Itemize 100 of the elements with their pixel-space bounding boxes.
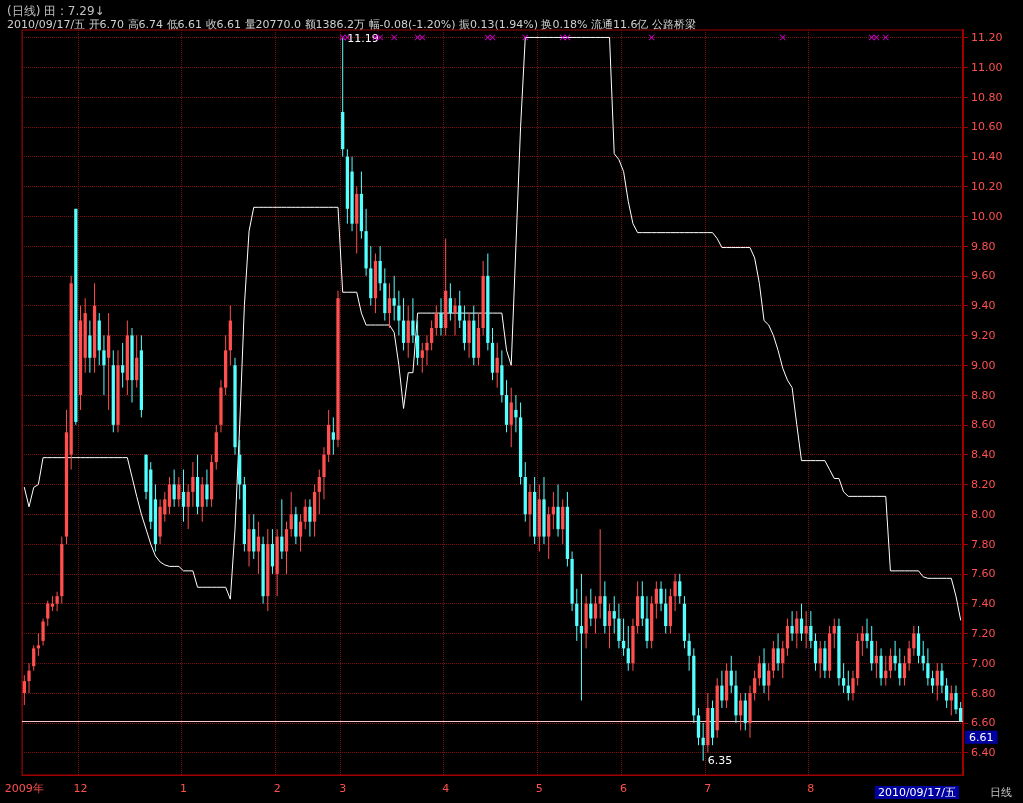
candlestick	[462, 305, 467, 351]
candlestick	[467, 312, 471, 359]
candlestick	[547, 506, 551, 560]
candlestick	[757, 655, 761, 687]
candlestick	[121, 342, 125, 389]
annotation: 11.19	[347, 32, 379, 46]
candlestick	[36, 632, 41, 657]
candlestick	[102, 334, 106, 396]
candlestick	[659, 580, 663, 612]
candlestick	[926, 647, 930, 687]
candlestick	[420, 342, 424, 374]
candlestick	[865, 618, 869, 649]
candlestick	[907, 640, 911, 672]
candlestick	[870, 625, 874, 672]
candlestick	[664, 588, 668, 634]
candlestick	[902, 655, 907, 687]
x-tick-label: 3	[339, 782, 347, 795]
candlestick	[191, 461, 195, 508]
y-tick-label: 11.20	[971, 30, 1003, 44]
x-tick-label: 4	[442, 782, 450, 795]
candlestick	[411, 297, 415, 344]
y-tick-label: 8.60	[971, 418, 996, 432]
candlestick	[617, 603, 621, 649]
candlestick	[654, 580, 658, 620]
candlestick	[308, 498, 312, 538]
y-tick-label: 8.40	[971, 448, 996, 462]
candlestick	[785, 618, 790, 657]
y-tick-label: 9.20	[971, 328, 996, 342]
candlestick	[598, 528, 602, 620]
x-tick-label: 5	[535, 782, 543, 795]
candlestick	[387, 282, 392, 329]
candlestick	[879, 647, 883, 687]
candlestick	[898, 647, 902, 687]
candlestick	[247, 513, 251, 567]
candlestick	[280, 498, 284, 560]
x-tick-label: 2009年	[4, 782, 44, 795]
candlestick	[378, 245, 382, 292]
candlestick	[589, 588, 593, 627]
candlestick	[317, 469, 321, 515]
candlestick	[687, 632, 691, 672]
candlestick	[729, 655, 733, 694]
candlestick	[303, 498, 307, 530]
candlestick	[940, 662, 944, 694]
y-tick-label: 10.60	[971, 120, 1003, 134]
candlestick	[46, 600, 50, 627]
chart-subtitle: 2010/09/17/五 开6.70 高6.74 低6.61 收6.61 量20770.0 额1386.2万 幅-0.08(-1.20%) 振0.13(1.94%) 换0.18% 流通11.6亿 公路桥梁	[7, 18, 696, 31]
x-tick-label: 7	[704, 782, 712, 795]
candlestick	[612, 595, 616, 634]
candlestick	[177, 476, 181, 508]
candlestick	[514, 394, 518, 433]
candlestick	[813, 632, 818, 672]
y-tick-label: 10.00	[971, 209, 1003, 223]
y-tick-label: 7.80	[971, 537, 996, 551]
candlestick	[256, 521, 261, 575]
y-tick-label: 6.60	[971, 716, 996, 730]
y-tick-label: 8.20	[971, 477, 996, 491]
y-tick-label: 8.80	[971, 388, 996, 402]
y-tick-label: 10.40	[971, 150, 1003, 164]
candlestick	[331, 416, 335, 456]
candlestick	[106, 312, 111, 411]
candlestick	[27, 662, 31, 694]
line-series	[23, 36, 962, 621]
candlestick	[528, 483, 532, 538]
candlestick	[823, 640, 827, 679]
candlestick	[893, 640, 897, 672]
candlestick	[434, 305, 438, 336]
candlestick	[200, 476, 204, 523]
candlestick	[448, 282, 452, 322]
candlestick	[284, 521, 289, 575]
candlestick	[944, 677, 949, 709]
candlestick	[172, 469, 176, 508]
candlestick	[790, 610, 794, 642]
candlestick	[767, 662, 771, 701]
x-tick-label: 8	[807, 782, 815, 795]
y-tick-label: 6.80	[971, 686, 996, 700]
candlestick	[743, 692, 747, 731]
candlestick	[753, 670, 757, 701]
y-tick-label: 7.40	[971, 597, 996, 611]
candlestick	[949, 685, 953, 716]
candlestick	[673, 573, 677, 612]
annotation: 6.35	[707, 753, 733, 767]
y-tick-label: 7.00	[971, 656, 996, 670]
y-tick-label: 10.80	[971, 90, 1003, 104]
x-tick-label: 2	[273, 782, 281, 795]
candlestick	[453, 297, 457, 336]
candlestick	[88, 320, 92, 374]
candlestick	[781, 640, 785, 679]
candlestick	[167, 476, 172, 515]
candlestick	[888, 647, 893, 679]
candlestick	[809, 610, 813, 649]
candlestick	[912, 625, 916, 657]
candlestick	[556, 483, 560, 538]
candlestick	[392, 275, 396, 322]
candlestick	[406, 305, 410, 359]
y-tick-label: 6.40	[971, 746, 996, 760]
y-tick-label: 7.60	[971, 567, 996, 581]
candlestick	[397, 290, 401, 336]
candlestick	[32, 644, 36, 672]
candlestick	[186, 483, 190, 530]
candlestick	[916, 625, 921, 664]
